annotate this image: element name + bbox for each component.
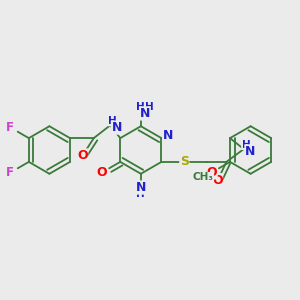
Text: H: H (108, 116, 117, 126)
Text: N: N (136, 181, 146, 194)
Text: O: O (77, 149, 88, 162)
Text: N: N (140, 107, 150, 120)
Text: H: H (145, 102, 154, 112)
Text: CH₃: CH₃ (193, 172, 214, 182)
Text: O: O (206, 166, 217, 179)
Text: O: O (97, 166, 107, 179)
Text: N: N (163, 129, 173, 142)
Text: N: N (111, 121, 122, 134)
Text: H: H (136, 189, 145, 200)
Text: H: H (242, 140, 250, 149)
Text: H: H (136, 102, 145, 112)
Text: O: O (212, 174, 223, 187)
Text: N: N (245, 145, 255, 158)
Text: F: F (6, 121, 14, 134)
Text: F: F (6, 167, 14, 179)
Text: S: S (180, 155, 189, 168)
